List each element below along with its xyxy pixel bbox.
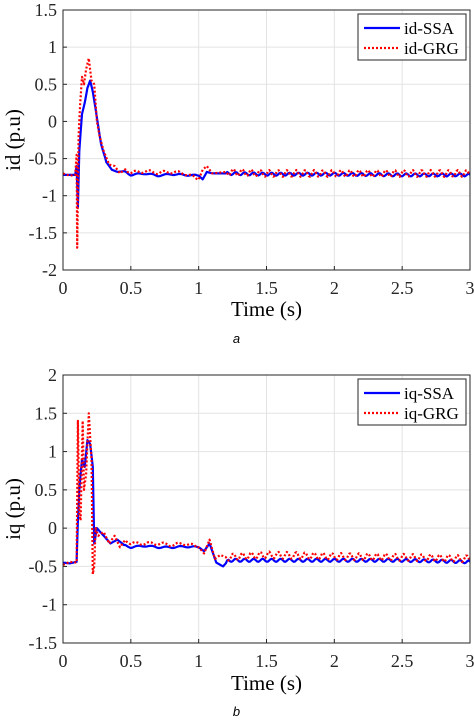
figure-caption: a [233, 331, 240, 346]
legend-box [357, 378, 467, 426]
x-tick-label: 1.5 [255, 651, 278, 671]
y-axis-label: iq (p.u) [1, 478, 25, 540]
x-tick-label: 1.5 [255, 278, 278, 298]
y-tick-label: 0.5 [35, 480, 58, 500]
figure-caption: b [233, 704, 240, 719]
x-tick-label: 2.5 [391, 651, 414, 671]
axes-frame [62, 374, 471, 644]
x-tick-label: 2 [330, 651, 339, 671]
series-line-id-GRG [63, 57, 470, 249]
series-line-iq-SSA [63, 439, 470, 568]
y-tick-label: 1 [48, 37, 57, 57]
chart-id: 0 0.5 1 1.5 2 2.5 31.510.50-0.5-1-1.5-2id-SSAi… [1, 0, 474, 346]
y-tick-label: 1 [48, 442, 57, 462]
y-tick-label: -0.5 [29, 149, 58, 169]
x-tick-label: 2 [330, 278, 339, 298]
legend-label: iq-SSA [404, 384, 455, 403]
x-axis-label: Time (s) [231, 671, 302, 695]
legend-box [357, 13, 467, 61]
x-tick-label: 1 [194, 651, 203, 671]
x-tick-label: 3 [466, 278, 474, 298]
x-tick-label: 0 [59, 651, 68, 671]
series-line-iq-GRG [63, 412, 470, 576]
y-tick-label: 1.5 [35, 0, 58, 20]
y-tick-label: 0 [48, 111, 57, 131]
y-tick-label: 1.5 [35, 403, 58, 423]
x-tick-label: 3 [466, 651, 474, 671]
y-tick-label: 0 [48, 518, 57, 538]
y-tick-label: 2 [48, 365, 57, 385]
x-axis-label: Time (s) [231, 297, 302, 321]
y-tick-label: -0.5 [29, 556, 58, 576]
axes-frame [62, 9, 471, 271]
legend-label: id-GRG [404, 39, 459, 58]
chart-iq: 0 0.5 1 1.5 2 2.5 321.510.50-0.5-1-1.5iq-SSAiq… [1, 365, 474, 719]
x-tick-label: 0 [59, 278, 68, 298]
y-tick-label: -1.5 [29, 633, 58, 653]
y-tick-label: -1.5 [29, 223, 58, 243]
x-tick-label: 2.5 [391, 278, 414, 298]
y-tick-label: 0.5 [35, 74, 58, 94]
y-axis-label: id (p.u) [1, 109, 25, 171]
series-line-id-SSA [63, 79, 470, 208]
y-tick-label: -1 [42, 595, 57, 615]
x-tick-label: 0.5 [120, 278, 143, 298]
y-tick-label: -2 [42, 260, 57, 280]
legend-label: id-SSA [404, 19, 455, 38]
y-tick-label: -1 [42, 186, 57, 206]
x-tick-label: 0.5 [120, 651, 143, 671]
x-tick-label: 1 [194, 278, 203, 298]
legend-label: iq-GRG [404, 404, 459, 423]
